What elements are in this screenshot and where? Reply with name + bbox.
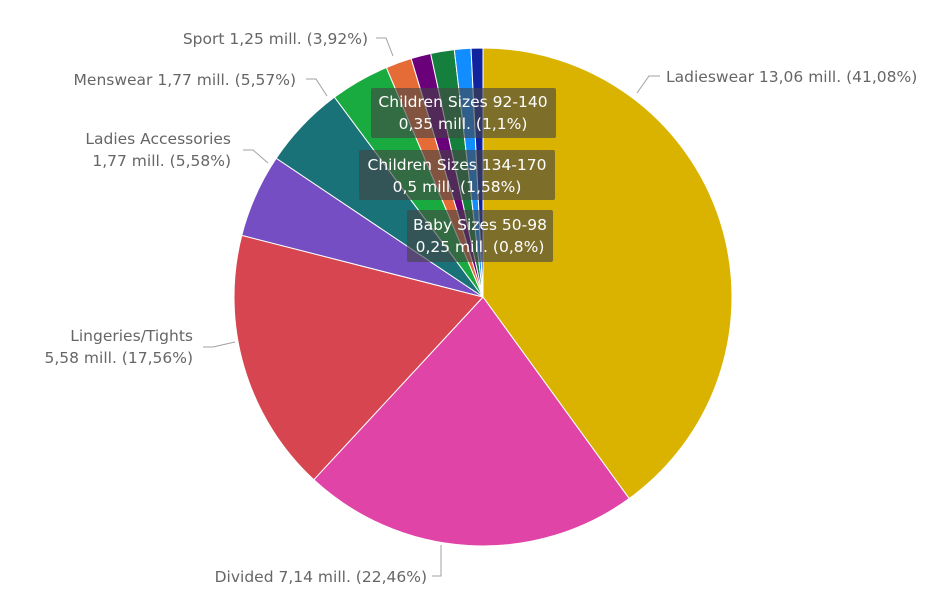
overlay-label-bg [359, 150, 555, 200]
label-menswear: Menswear 1,77 mill. (5,57%) [74, 71, 296, 89]
overlay-label-baby-50-98: Baby Sizes 50-98 0,25 mill. (0,8%) [407, 210, 553, 262]
label-ladies-accessories-value: 1,77 mill. (5,58%) [92, 152, 231, 170]
leader-ladies-accessories [243, 149, 269, 164]
overlay-label-name: Children Sizes 134-170 [368, 156, 547, 174]
pie-slice-divided[interactable] [313, 296, 630, 547]
pie-slice-lingeries-tights[interactable] [233, 234, 484, 481]
overlay-label-bg [371, 88, 556, 138]
leader-menswear [306, 78, 328, 97]
label-lingeries-name: Lingeries/Tights [70, 327, 193, 345]
label-divided: Divided 7,14 mill. (22,46%) [215, 568, 427, 586]
overlay-label-children-134-170: Children Sizes 134-170 0,5 mill. (1,58%) [359, 150, 555, 200]
overlay-label-name: Children Sizes 92-140 [378, 93, 547, 111]
label-sport: Sport 1,25 mill. (3,92%) [183, 30, 368, 48]
overlay-label-value: 0,25 mill. (0,8%) [416, 238, 545, 256]
leader-sport [376, 37, 394, 57]
overlay-label-children-92-140: Children Sizes 92-140 0,35 mill. (1,1%) [371, 88, 556, 138]
label-ladies-accessories-name: Ladies Accessories [85, 130, 231, 148]
label-ladieswear: Ladieswear 13,06 mill. (41,08%) [666, 68, 917, 86]
overlay-label-value: 0,35 mill. (1,1%) [399, 115, 528, 133]
overlay-label-name: Baby Sizes 50-98 [413, 216, 547, 234]
leader-lingeries [203, 341, 236, 348]
label-lingeries-value: 5,58 mill. (17,56%) [44, 349, 193, 367]
leader-ladieswear [636, 75, 660, 94]
overlay-label-value: 0,5 mill. (1,58%) [393, 178, 522, 196]
leader-divided [432, 545, 442, 577]
overlay-label-bg [407, 210, 553, 262]
